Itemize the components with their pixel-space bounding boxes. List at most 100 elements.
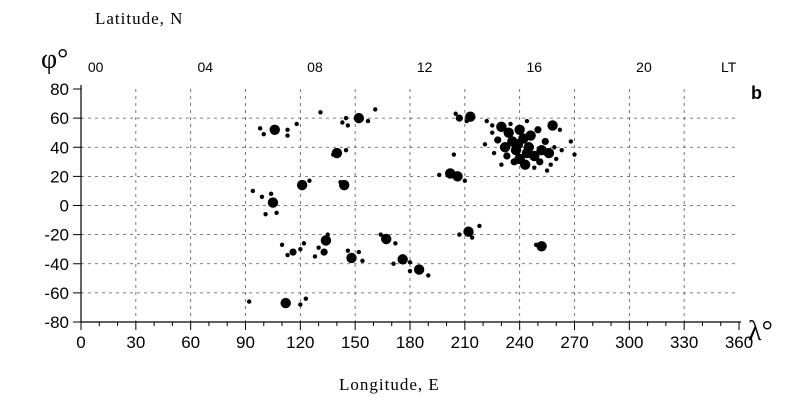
y-tick-label: 20	[50, 167, 69, 186]
scatter-point	[274, 210, 279, 215]
scatter-point	[452, 171, 463, 182]
scatter-point	[353, 112, 365, 124]
x-tick-label: 330	[670, 333, 698, 352]
scatter-point	[338, 180, 343, 185]
scatter-point	[318, 110, 323, 115]
data-points	[246, 107, 577, 309]
scatter-point	[312, 254, 318, 259]
y-tick-label: 60	[50, 109, 69, 128]
scatter-point	[494, 136, 502, 144]
scatter-point	[301, 241, 307, 246]
scatter-point	[407, 268, 413, 274]
axes	[73, 85, 741, 330]
scatter-point	[373, 107, 378, 112]
top-tick-labels: 00 04 08 12 16 20	[88, 59, 652, 75]
scatter-point	[259, 194, 265, 199]
scatter-point	[547, 120, 558, 131]
scatter-point	[246, 299, 252, 304]
scatter-point	[464, 118, 469, 124]
scatter-point	[261, 131, 266, 137]
scatter-point	[534, 126, 542, 134]
scatter-point	[296, 179, 308, 191]
scatter-point	[455, 114, 463, 122]
scatter-point	[325, 232, 330, 237]
scatter-point	[365, 118, 371, 124]
y-axis-title: Latitude, N	[95, 9, 183, 28]
scatter-point	[391, 261, 396, 266]
scatter-point	[536, 241, 547, 252]
scatter-point	[484, 118, 489, 124]
scatter-point	[298, 246, 303, 252]
x-tick-label: 360	[725, 333, 753, 352]
x-tick-label: 120	[286, 333, 314, 352]
top-tick-label: 16	[526, 59, 542, 75]
scatter-point	[541, 137, 549, 146]
scatter-point	[552, 145, 557, 150]
x-tick-label: 180	[396, 333, 424, 352]
x-tick-label: 240	[505, 333, 533, 352]
scatter-point	[536, 158, 544, 166]
y-tick-label: 80	[50, 80, 69, 99]
top-tick-label: 00	[88, 59, 104, 75]
x-tick-label: 90	[236, 333, 255, 352]
scatter-point	[268, 191, 274, 197]
scatter-point	[532, 165, 537, 170]
top-tick-label: 08	[307, 59, 323, 75]
scatter-point	[345, 248, 351, 253]
scatter-point	[572, 152, 577, 157]
scatter-point	[499, 142, 511, 153]
scatter-point	[426, 273, 431, 278]
scatter-point	[343, 147, 349, 153]
scatter-point	[437, 172, 442, 178]
y-tick-label: -80	[44, 313, 69, 332]
scatter-point	[257, 126, 263, 131]
scatter-point	[331, 152, 336, 157]
scatter-point	[469, 235, 475, 240]
panel-label: b	[751, 83, 762, 103]
y-axis-symbol: φ°	[41, 44, 68, 75]
top-tick-label: 04	[197, 59, 213, 75]
scatter-point	[519, 159, 531, 170]
y-tick-labels: 80 60 40 20 0 -20 -40 -60 -80	[44, 80, 69, 332]
y-tick-label: -60	[44, 284, 69, 303]
scatter-point	[285, 133, 290, 138]
scatter-point	[508, 121, 513, 127]
scatter-point	[413, 264, 425, 275]
scatter-point	[263, 212, 268, 217]
x-tick-label: 0	[76, 333, 85, 352]
scatter-point	[463, 226, 474, 237]
scatter-point	[393, 241, 398, 246]
scatter-point	[320, 248, 328, 256]
scatter-point	[557, 127, 563, 132]
scatter-point	[503, 127, 514, 138]
top-axis-unit: LT	[721, 59, 737, 75]
scatter-point	[503, 152, 511, 160]
scatter-point	[499, 162, 504, 167]
scatter-point	[548, 162, 553, 167]
scatter-point	[356, 249, 362, 255]
y-tick-label: 40	[50, 138, 69, 157]
scatter-point	[490, 123, 495, 128]
scatter-point	[559, 147, 564, 153]
x-axis-symbol: λ°	[748, 316, 773, 347]
scatter-point	[451, 152, 457, 157]
top-tick-label: 12	[417, 59, 433, 75]
scatter-point	[457, 232, 462, 237]
scatter-point	[496, 121, 507, 133]
x-tick-label: 300	[615, 333, 643, 352]
scatter-point	[533, 242, 539, 248]
scatter-point	[269, 124, 280, 135]
scatter-point	[307, 178, 312, 183]
scatter-point	[524, 118, 530, 124]
scatter-point	[568, 139, 574, 144]
x-tick-label: 60	[181, 333, 200, 352]
x-tick-label: 150	[341, 333, 369, 352]
scatter-point	[514, 124, 525, 135]
scatter-point	[397, 254, 408, 265]
scatter-point	[316, 245, 321, 250]
x-axis-title: Longitude, E	[339, 375, 440, 394]
scatter-point	[303, 296, 309, 301]
x-tick-label: 30	[126, 333, 145, 352]
top-tick-label: 20	[636, 59, 652, 75]
scatter-point	[250, 188, 256, 194]
